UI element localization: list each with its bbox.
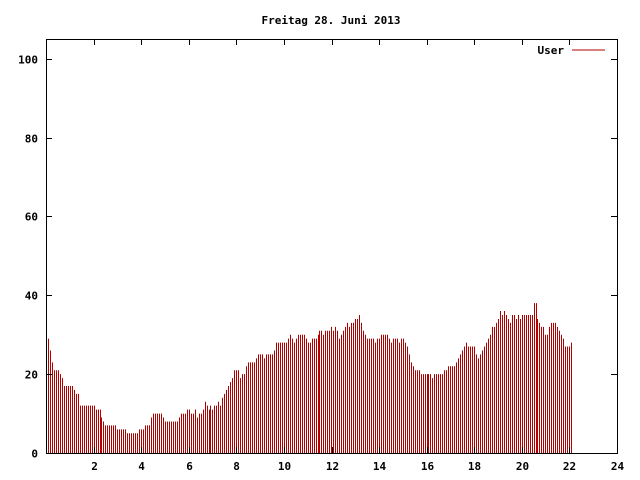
- y-tick-label: 80: [25, 133, 38, 146]
- y-tick-label: 20: [25, 369, 38, 382]
- x-tick-label: 6: [186, 460, 193, 473]
- x-tick-label: 4: [138, 460, 145, 473]
- legend-label-user: User: [538, 44, 565, 57]
- x-tick-label: 10: [278, 460, 291, 473]
- chart-title: Freitag 28. Juni 2013: [261, 14, 400, 27]
- y-tick-label: 0: [31, 448, 38, 461]
- y-tick-label: 40: [25, 290, 38, 303]
- x-tick-label: 12: [326, 460, 339, 473]
- x-tick-label: 2: [91, 460, 98, 473]
- x-tick-label: 24: [611, 460, 625, 473]
- x-tick-label: 22: [563, 460, 576, 473]
- x-tick-label: 20: [516, 460, 529, 473]
- bars: [46, 303, 572, 453]
- x-tick-label: 8: [233, 460, 240, 473]
- x-tick-label: 18: [468, 460, 481, 473]
- x-tick-label: 14: [373, 460, 387, 473]
- x-tick-label: 16: [421, 460, 435, 473]
- y-tick-label: 60: [25, 211, 38, 224]
- legend: User: [538, 44, 605, 57]
- y-tick-label: 100: [18, 54, 38, 67]
